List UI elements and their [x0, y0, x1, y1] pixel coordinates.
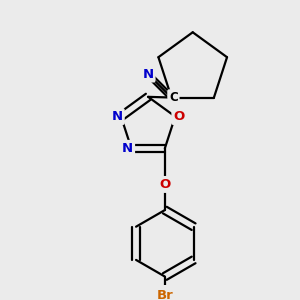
Text: C: C — [169, 91, 178, 104]
Text: O: O — [159, 178, 170, 191]
Text: Br: Br — [157, 289, 173, 300]
Text: N: N — [112, 110, 123, 123]
Text: N: N — [142, 68, 154, 80]
Text: O: O — [173, 110, 184, 123]
Text: N: N — [122, 142, 133, 155]
